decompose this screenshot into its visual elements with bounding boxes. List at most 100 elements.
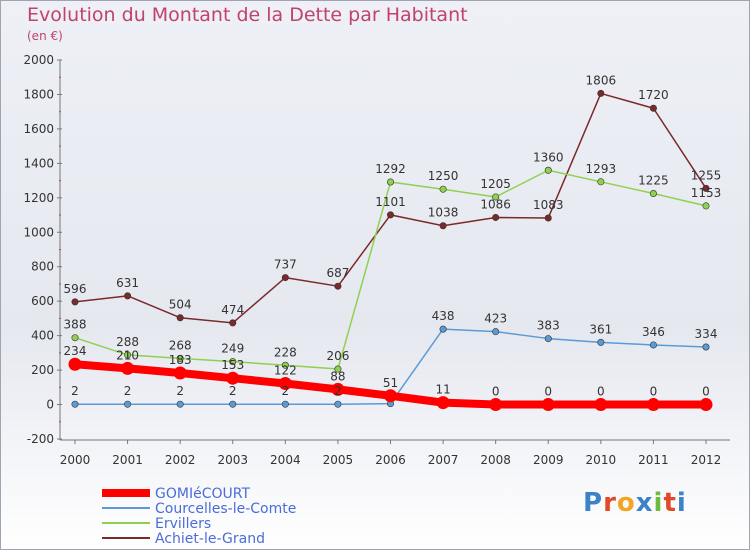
legend-label: Courcelles-le-Comte — [155, 501, 296, 517]
x-tick-label: 2000 — [60, 453, 91, 467]
y-tick-label: 0 — [46, 398, 54, 412]
data-label: 249 — [221, 342, 244, 356]
x-tick-label: 2005 — [323, 453, 354, 467]
legend-label: Ervillers — [155, 516, 211, 532]
data-point — [334, 365, 342, 373]
data-point — [439, 222, 447, 230]
data-label: 234 — [64, 344, 87, 358]
data-point — [71, 298, 79, 306]
data-label: 1292 — [375, 162, 406, 176]
data-label: 268 — [169, 338, 192, 352]
data-label: 383 — [537, 319, 560, 333]
y-tick-label: 800 — [31, 260, 54, 274]
data-label: 2 — [176, 384, 184, 398]
data-label: 388 — [64, 318, 87, 332]
data-label: 153 — [221, 358, 244, 372]
data-label: 1083 — [533, 198, 564, 212]
data-point — [386, 211, 394, 219]
y-tick-label: 400 — [31, 329, 54, 343]
data-point — [176, 354, 184, 362]
data-label: 122 — [274, 364, 297, 378]
legend-label: GOMIéCOURT — [155, 486, 250, 502]
data-point — [124, 400, 132, 408]
data-label: 1806 — [586, 73, 617, 87]
data-point — [71, 334, 79, 342]
data-label: 2 — [282, 384, 290, 398]
data-point — [544, 166, 552, 174]
data-label: 51 — [383, 376, 398, 390]
data-label: 2 — [124, 384, 132, 398]
data-point — [649, 341, 657, 349]
chart-subtitle: (en €) — [27, 29, 63, 43]
data-label: 2 — [229, 384, 237, 398]
y-tick-label: 1600 — [23, 122, 54, 136]
data-label: 0 — [597, 385, 605, 399]
data-label: 737 — [274, 258, 297, 272]
data-point — [544, 335, 552, 343]
data-point — [702, 202, 710, 210]
x-tick-label: 2003 — [217, 453, 248, 467]
data-point — [541, 398, 555, 412]
logo-letter: o — [616, 488, 636, 518]
y-tick-label: 1400 — [23, 156, 54, 170]
data-point — [492, 328, 500, 336]
data-label: 1360 — [533, 150, 564, 164]
x-tick-label: 2007 — [428, 453, 459, 467]
data-label: 631 — [116, 276, 139, 290]
logo-letter: i — [653, 488, 664, 518]
data-label: 334 — [695, 327, 718, 341]
data-label: 1225 — [638, 174, 669, 188]
data-point — [229, 319, 237, 327]
data-point — [334, 400, 342, 408]
data-label: 596 — [64, 282, 87, 296]
x-tick-label: 2009 — [533, 453, 564, 467]
data-point — [124, 351, 132, 359]
data-label: 0 — [650, 385, 658, 399]
data-label: 88 — [330, 369, 345, 383]
data-label: 1205 — [480, 177, 511, 191]
data-point — [594, 398, 608, 412]
y-tick-label: 200 — [31, 363, 54, 377]
data-point — [176, 400, 184, 408]
data-label: 210 — [116, 348, 139, 362]
data-point — [173, 366, 187, 380]
data-label: 474 — [221, 303, 244, 317]
data-point — [649, 190, 657, 198]
data-point — [278, 377, 292, 391]
data-label: 346 — [642, 325, 665, 339]
data-point — [702, 343, 710, 351]
data-point — [699, 398, 713, 412]
data-label: 1293 — [586, 162, 617, 176]
x-tick-label: 2011 — [638, 453, 669, 467]
data-label: 1250 — [428, 169, 459, 183]
data-point — [281, 400, 289, 408]
data-point — [492, 193, 500, 201]
data-point — [386, 178, 394, 186]
data-point — [281, 274, 289, 282]
data-point — [384, 389, 397, 403]
data-point — [71, 400, 79, 408]
data-point — [492, 213, 500, 221]
data-label: 206 — [326, 349, 349, 363]
x-tick-label: 2001 — [112, 453, 143, 467]
data-point — [176, 314, 184, 322]
data-label: 1101 — [375, 195, 406, 209]
x-tick-label: 2008 — [480, 453, 511, 467]
data-label: 0 — [544, 385, 552, 399]
y-tick-label: -200 — [27, 432, 54, 446]
data-point — [124, 292, 132, 300]
y-tick-label: 1200 — [23, 191, 54, 205]
y-tick-label: 2000 — [23, 53, 54, 67]
data-point — [439, 325, 447, 333]
data-point — [331, 382, 345, 396]
data-label: 183 — [169, 353, 192, 367]
data-point — [439, 185, 447, 193]
data-point — [489, 398, 503, 412]
data-point — [226, 371, 240, 385]
logo-letter: t — [663, 488, 677, 518]
x-tick-label: 2006 — [375, 453, 406, 467]
data-point — [229, 400, 237, 408]
data-point — [649, 104, 657, 112]
data-label: 288 — [116, 335, 139, 349]
